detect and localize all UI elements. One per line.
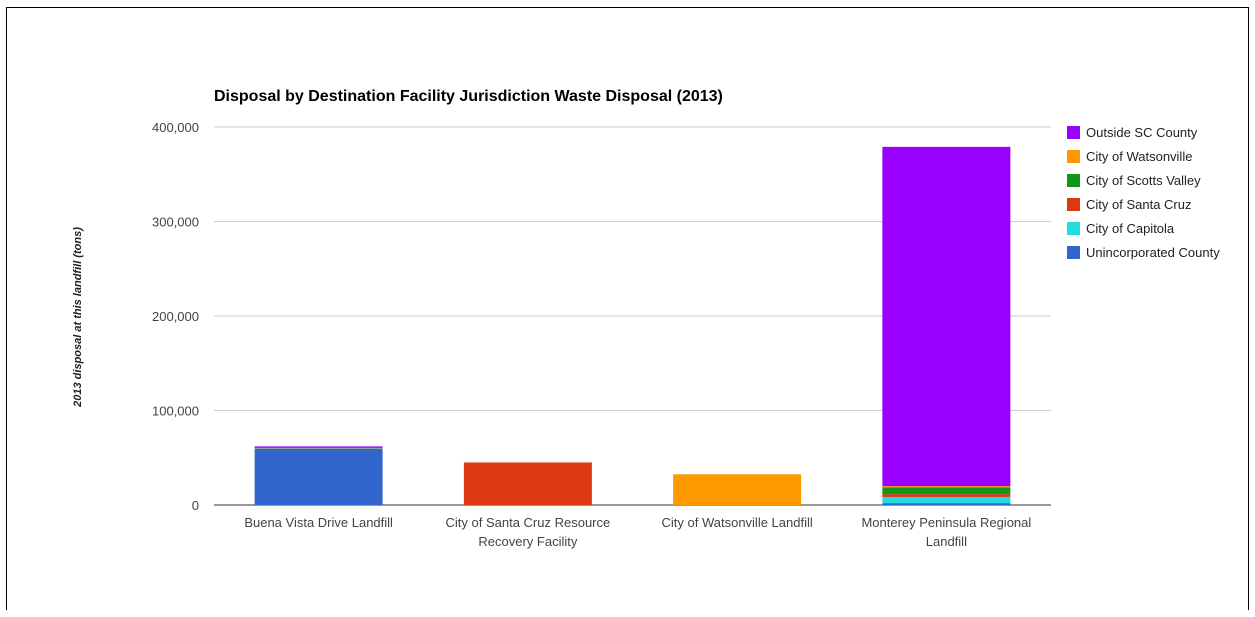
legend-swatch — [1067, 174, 1080, 187]
chart-title: Disposal by Destination Facility Jurisdi… — [214, 88, 723, 105]
legend-swatch — [1067, 150, 1080, 163]
x-axis-labels: Buena Vista Drive Landfill City of Santa … — [244, 515, 1031, 549]
legend-swatch — [1067, 126, 1080, 139]
y-tick-label: 100,000 — [152, 404, 199, 419]
legend-label: Outside SC County — [1086, 125, 1198, 140]
y-tick-label: 400,000 — [152, 120, 199, 135]
x-tick-label: City of Santa Cruz Resource — [446, 515, 611, 530]
legend-label: Unincorporated County — [1086, 245, 1220, 260]
y-tick-label: 200,000 — [152, 309, 199, 324]
bar-segment[interactable] — [254, 448, 383, 449]
legend-swatch — [1067, 198, 1080, 211]
y-axis-label: 2013 disposal at this landfill (tons) — [72, 227, 84, 408]
bar-segment[interactable] — [254, 447, 383, 449]
bar-segment[interactable] — [882, 146, 1011, 487]
bar-segment[interactable] — [254, 446, 383, 448]
bar-segment[interactable] — [882, 496, 1011, 504]
bar-segment[interactable] — [254, 448, 383, 505]
bar-segment[interactable] — [882, 486, 1011, 488]
legend-swatch — [1067, 246, 1080, 259]
bar-segment[interactable] — [882, 503, 1011, 505]
legend-label: City of Scotts Valley — [1086, 173, 1201, 188]
bar-segment[interactable] — [882, 487, 1011, 495]
bars — [254, 146, 1011, 505]
x-tick-label: Monterey Peninsula Regional — [861, 515, 1031, 530]
legend-label: City of Santa Cruz — [1086, 197, 1192, 212]
legend: Outside SC County City of Watsonville City… — [1067, 125, 1220, 260]
x-tick-label: Landfill — [926, 534, 967, 549]
legend-label: City of Watsonville — [1086, 149, 1192, 164]
y-axis-ticks: 0 100,000 200,000 300,000 400,000 — [152, 120, 199, 513]
bar-segment[interactable] — [463, 462, 592, 505]
x-tick-label: Buena Vista Drive Landfill — [244, 515, 393, 530]
y-tick-label: 0 — [192, 498, 199, 513]
x-tick-label: City of Watsonville Landfill — [662, 515, 813, 530]
x-tick-label: Recovery Facility — [478, 534, 577, 549]
chart-frame — [6, 7, 1249, 610]
legend-label: City of Capitola — [1086, 221, 1175, 236]
bar-segment[interactable] — [882, 494, 1011, 497]
bar-segment[interactable] — [673, 474, 802, 505]
y-tick-label: 300,000 — [152, 215, 199, 230]
legend-swatch — [1067, 222, 1080, 235]
